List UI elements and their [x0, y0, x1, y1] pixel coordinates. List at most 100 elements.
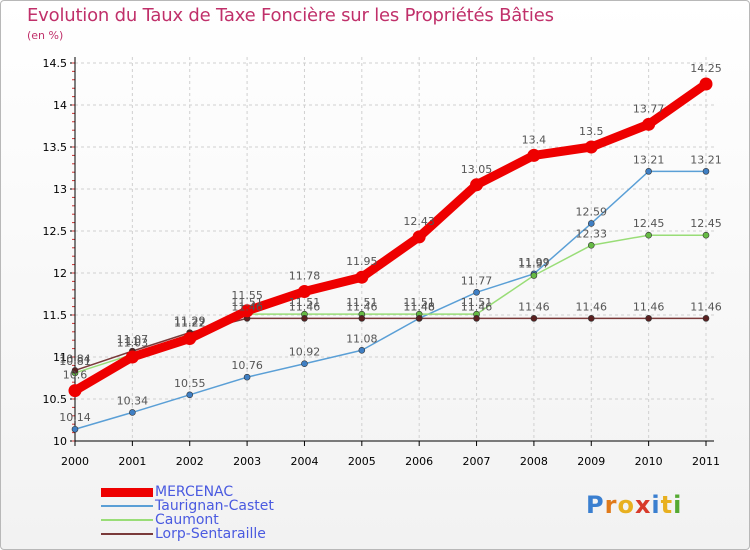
logo-letter: i [651, 491, 661, 519]
data-label: 13.5 [579, 125, 604, 138]
data-label: 11.46 [346, 300, 378, 313]
legend-label: MERCENAC [155, 484, 234, 500]
data-label: 11.46 [403, 300, 435, 313]
data-label: 13.21 [633, 153, 665, 166]
data-label: 12.43 [403, 215, 435, 228]
legend-swatch [101, 519, 153, 521]
data-point [243, 373, 251, 381]
logo-letter: o [617, 491, 635, 519]
data-point [645, 231, 652, 239]
data-point [358, 346, 366, 354]
x-tick-label: 2000 [61, 455, 89, 468]
data-label: 11.51 [461, 296, 493, 309]
data-label: 11.08 [346, 332, 378, 345]
data-label: 11.22 [174, 317, 206, 330]
data-label: 10.76 [231, 359, 263, 372]
x-tick-label: 2008 [520, 455, 548, 468]
legend-swatch [101, 505, 153, 507]
data-label: 11.29 [174, 315, 206, 328]
data-label: 11.55 [231, 289, 263, 302]
data-label: 11.46 [576, 300, 608, 313]
x-tick-label: 2002 [176, 455, 204, 468]
data-label: 10.34 [117, 394, 149, 407]
logo-letter: r [604, 491, 618, 519]
data-point [473, 315, 480, 322]
data-point [129, 409, 136, 416]
data-label: 14.25 [690, 62, 722, 75]
data-point [527, 148, 541, 162]
series-line-taurignan-castet [74, 170, 707, 430]
data-label: 10.14 [59, 411, 91, 424]
data-label: 11.51 [289, 296, 321, 309]
x-tick-label: 2003 [233, 455, 261, 468]
data-label: 13.05 [461, 163, 493, 176]
data-label: 13.77 [633, 102, 665, 115]
data-label: 10.55 [174, 377, 206, 390]
data-point [71, 425, 79, 433]
data-label: 10.81 [59, 355, 91, 368]
data-point [240, 304, 254, 318]
data-label: 12.59 [576, 205, 608, 218]
x-tick-label: 2010 [635, 455, 663, 468]
y-tick-label: 12 [53, 267, 67, 280]
data-label: 11.78 [289, 269, 321, 282]
data-label: 12.33 [576, 227, 608, 240]
x-tick-label: 2011 [692, 455, 720, 468]
logo-letter: x [634, 491, 652, 519]
data-point [642, 117, 656, 131]
data-point [71, 367, 79, 374]
data-label: 10.84 [59, 352, 91, 365]
data-label: 11.77 [461, 274, 493, 287]
data-point [645, 315, 652, 322]
data-label: 11.46 [461, 300, 493, 313]
data-label: 11.07 [117, 333, 149, 346]
data-point [530, 272, 538, 279]
data-point [702, 231, 710, 239]
data-label: 11.46 [690, 300, 722, 313]
x-tick-label: 2005 [348, 455, 376, 468]
data-point [587, 241, 595, 249]
data-point [645, 168, 652, 175]
data-label: 11.46 [289, 300, 321, 313]
x-tick-label: 2004 [290, 455, 318, 468]
data-label: 11.97 [518, 258, 550, 271]
data-label: 11.03 [117, 336, 149, 349]
data-point [702, 168, 710, 175]
data-point [355, 270, 369, 284]
data-label: 10.6 [63, 369, 88, 382]
data-label: 11.46 [231, 300, 263, 313]
logo-letter: t [660, 491, 674, 519]
series-line-lorp-sentaraille [74, 317, 707, 372]
y-tick-label: 13 [53, 183, 67, 196]
y-tick-label: 11 [53, 351, 67, 364]
data-point [358, 315, 366, 322]
y-axis-unit: (en %) [27, 29, 64, 42]
y-tick-label: 14 [53, 99, 67, 112]
legend-label: Taurignan-Castet [155, 498, 274, 514]
data-point [301, 315, 308, 322]
x-tick-label: 2009 [577, 455, 605, 468]
x-tick-label: 2007 [463, 455, 491, 468]
data-point [470, 178, 484, 192]
data-point [473, 289, 480, 296]
data-label: 13.21 [690, 153, 722, 166]
data-point [702, 315, 710, 322]
data-point [412, 230, 426, 244]
y-tick-label: 13.5 [43, 141, 68, 154]
data-label: 11.95 [346, 255, 378, 268]
series-line-mercenac [70, 79, 711, 396]
proxiti-logo: Proxiti [586, 491, 682, 519]
data-point [530, 315, 538, 322]
data-point [301, 360, 308, 368]
legend-label: Caumont [155, 512, 219, 528]
data-label: 12.45 [690, 217, 722, 230]
data-point [584, 140, 598, 154]
legend-label: Lorp-Sentaraille [155, 526, 266, 542]
y-tick-label: 14.5 [43, 57, 68, 70]
data-label: 11.99 [518, 256, 550, 269]
data-label: 11.48 [403, 300, 435, 313]
data-label: 11.51 [403, 296, 435, 309]
chart-title: Evolution du Taux de Taxe Foncière sur l… [27, 5, 554, 26]
